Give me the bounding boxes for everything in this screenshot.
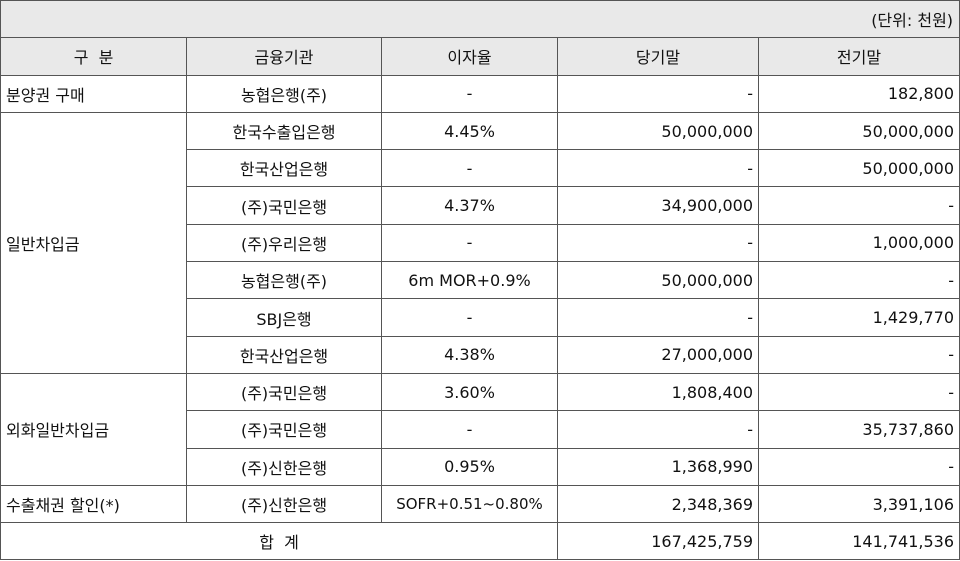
institution-cell: 한국산업은행 [186, 149, 382, 188]
current-cell: 1,368,990 [557, 447, 759, 486]
table-row: 한국산업은행 4.38% 27,000,000 - [1, 335, 960, 374]
total-previous: 141,741,536 [757, 522, 960, 561]
current-cell: - [557, 410, 759, 449]
previous-cell: - [757, 186, 960, 225]
previous-cell: 35,737,860 [757, 410, 960, 449]
table-row: (주)국민은행 4.37% 34,900,000 - [1, 186, 960, 225]
total-row: 합 계 167,425,759 141,741,536 [0, 522, 960, 561]
table-row: 외화일반차입금 (주)국민은행 3.60% 1,808,400 - [0, 372, 960, 486]
current-cell: 27,000,000 [557, 335, 759, 374]
previous-cell: 182,800 [757, 74, 960, 113]
current-cell: 34,900,000 [557, 186, 759, 225]
category-cell: 수출채권 할인(*) [0, 484, 187, 524]
institution-cell: 농협은행(주) [186, 74, 382, 113]
rate-cell: - [381, 223, 558, 263]
rate-cell: - [381, 149, 558, 188]
unit-row: (단위: 천원) [0, 0, 960, 39]
institution-cell: (주)신한은행 [186, 484, 382, 524]
institution-cell: (주)신한은행 [186, 447, 382, 486]
previous-cell: 50,000,000 [757, 149, 960, 188]
rate-cell: 0.95% [381, 447, 558, 486]
header-current: 당기말 [557, 37, 759, 76]
institution-cell: 한국산업은행 [186, 335, 382, 374]
total-current: 167,425,759 [557, 522, 759, 561]
institution-cell: 한국수출입은행 [186, 111, 382, 151]
current-cell: - [557, 149, 759, 188]
rate-cell: 4.38% [381, 335, 558, 374]
institution-cell: (주)국민은행 [186, 372, 382, 412]
table-row: 수출채권 할인(*) (주)신한은행 SOFR+0.51~0.80% 2,348… [0, 484, 960, 524]
table-row: 분양권 구매 농협은행(주) - - 182,800 [0, 74, 960, 113]
rate-cell: - [381, 74, 558, 113]
rate-cell: - [381, 298, 558, 337]
institution-cell: SBJ은행 [186, 298, 382, 337]
header-category: 구 분 [0, 37, 187, 76]
previous-cell: - [757, 447, 960, 486]
previous-cell: - [757, 372, 960, 412]
previous-cell: - [757, 335, 960, 374]
header-institution: 금융기관 [186, 37, 382, 76]
current-cell: - [557, 298, 759, 337]
previous-cell: 50,000,000 [757, 111, 960, 151]
category-cell: 일반차입금 [0, 111, 187, 374]
current-cell: - [557, 223, 759, 263]
header-row: 구 분 금융기관 이자율 당기말 전기말 [0, 37, 960, 76]
previous-cell: 3,391,106 [757, 484, 960, 524]
previous-cell: - [757, 261, 960, 300]
institution-cell: 농협은행(주) [186, 261, 382, 300]
current-cell: 1,808,400 [557, 372, 759, 412]
total-label: 합 계 [0, 522, 558, 561]
table-row: (주)신한은행 0.95% 1,368,990 - [1, 447, 960, 486]
header-previous: 전기말 [757, 37, 960, 76]
rate-cell: 6m MOR+0.9% [381, 261, 558, 300]
category-cell: 분양권 구매 [0, 74, 187, 113]
institution-cell: (주)우리은행 [186, 223, 382, 263]
previous-cell: 1,429,770 [757, 298, 960, 337]
previous-cell: 1,000,000 [757, 223, 960, 263]
table-row: 일반차입금 한국수출입은행 4.45% 50,000,000 50,000,00… [0, 111, 960, 374]
rate-cell: 3.60% [381, 372, 558, 412]
header-rate: 이자율 [381, 37, 558, 76]
rate-cell: 4.45% [381, 111, 558, 151]
current-cell: - [557, 74, 759, 113]
rate-cell: 4.37% [381, 186, 558, 225]
current-cell: 50,000,000 [557, 261, 759, 300]
rate-cell: - [381, 410, 558, 449]
institution-cell: (주)국민은행 [186, 410, 382, 449]
institution-cell: (주)국민은행 [186, 186, 382, 225]
current-cell: 2,348,369 [557, 484, 759, 524]
unit-label: (단위: 천원) [0, 0, 960, 39]
table-row: 한국산업은행 - - 50,000,000 [1, 149, 960, 188]
category-cell: 외화일반차입금 [0, 372, 187, 486]
rate-cell: SOFR+0.51~0.80% [381, 484, 558, 524]
current-cell: 50,000,000 [557, 111, 759, 151]
